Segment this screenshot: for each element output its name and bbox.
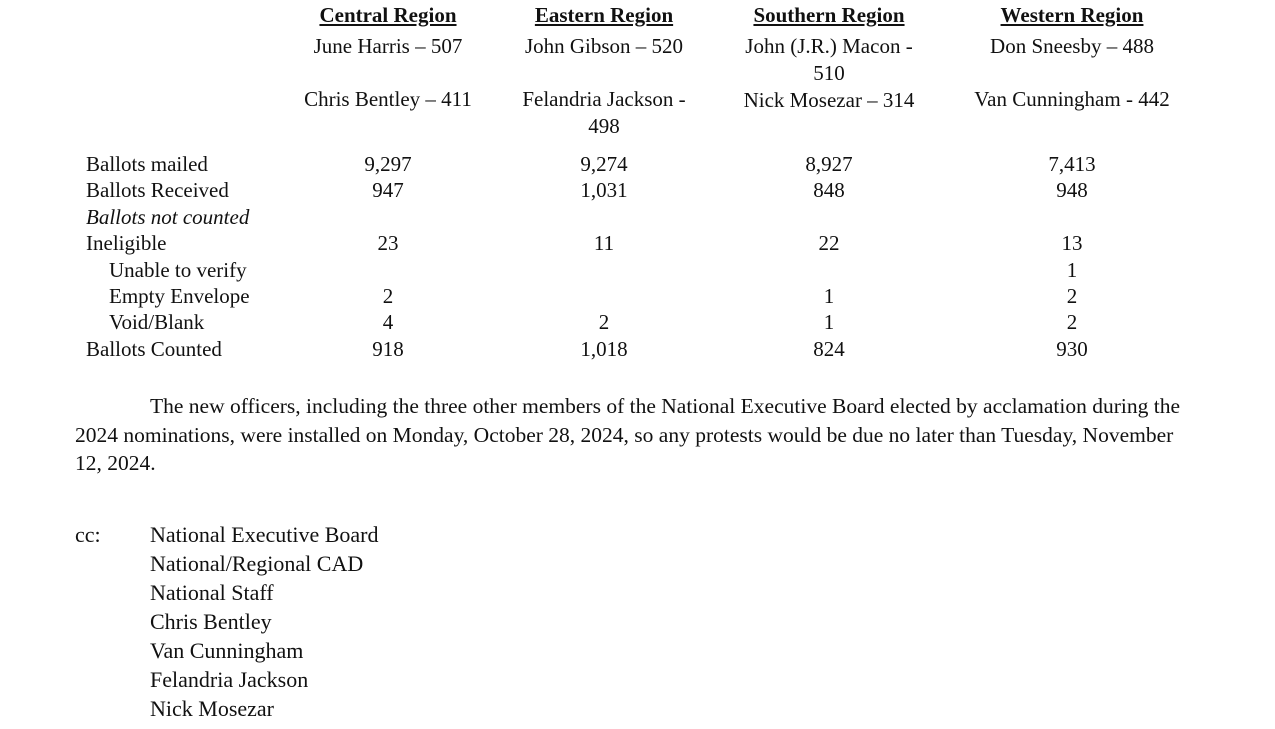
candidate-result: Van Cunningham - 442 [974, 87, 1170, 111]
cc-recipient: National Executive Board [150, 522, 379, 547]
stat-label: Empty Envelope [109, 283, 250, 308]
stat-row-empty-envelope: Empty Envelope 2 1 2 [0, 283, 1275, 309]
candidate-result-continued: 498 [588, 114, 620, 138]
stat-value-western: 948 [1056, 178, 1088, 203]
stat-row-ballots-not-counted: Ballots not counted [0, 204, 1275, 230]
stat-value-southern: 824 [813, 336, 845, 361]
region-title: Eastern Region [534, 3, 674, 27]
stat-value-western: 930 [1056, 336, 1088, 361]
region-column-central: Central Region June Harris – 507 Chris B… [288, 2, 488, 112]
region-column-eastern: Eastern Region John Gibson – 520 Felandr… [494, 2, 714, 139]
stat-value-central: 4 [382, 310, 394, 335]
region-title: Central Region [319, 3, 457, 27]
stat-value-eastern: 11 [593, 231, 615, 256]
stat-row-ballots-counted: Ballots Counted 918 1,018 824 930 [0, 336, 1275, 362]
stat-value-western: 2 [1066, 310, 1078, 335]
stat-value-eastern: 2 [598, 310, 610, 335]
stat-row-void-blank: Void/Blank 4 2 1 2 [0, 309, 1275, 335]
candidate-result: Don Sneesby – 488 [990, 34, 1154, 58]
stat-value-southern: 8,927 [805, 152, 853, 176]
stat-value-western: 13 [1061, 231, 1083, 256]
region-title: Southern Region [753, 3, 905, 27]
stat-row-ballots-received: Ballots Received 947 1,031 848 948 [0, 177, 1275, 203]
region-column-southern: Southern Region John (J.R.) Macon - 510 … [719, 2, 939, 113]
stat-value-southern: 1 [823, 283, 835, 308]
stat-value-eastern: 1,018 [580, 336, 628, 361]
stat-value-central: 9,297 [364, 152, 412, 176]
stat-value-central: 947 [372, 178, 404, 203]
stat-value-western: 1 [1066, 257, 1078, 282]
cc-label: cc: [75, 522, 101, 547]
stat-value-western: 7,413 [1048, 152, 1096, 176]
candidate-result-continued: 510 [813, 61, 845, 85]
candidate-result: Nick Mosezar – 314 [743, 88, 915, 112]
stat-section-label: Ballots not counted [86, 204, 250, 229]
cc-recipient: Nick Mosezar [150, 696, 275, 721]
candidate-result: Chris Bentley – 411 [304, 87, 472, 111]
stat-value-southern: 1 [823, 310, 835, 335]
stat-value-eastern: 9,274 [580, 152, 628, 176]
installation-paragraph: The new officers, including the three ot… [75, 394, 1181, 475]
stat-value-eastern: 1,031 [580, 178, 628, 203]
cc-recipient: National Staff [150, 580, 274, 605]
stat-row-ineligible: Ineligible 23 11 22 13 [0, 230, 1275, 256]
stat-value-central: 2 [382, 283, 394, 308]
stat-value-central: 23 [377, 231, 399, 256]
candidate-result: John (J.R.) Macon - [745, 34, 913, 58]
stat-value-southern: 22 [818, 231, 840, 256]
stat-label: Ballots mailed [86, 152, 208, 176]
stat-label: Ballots Received [86, 178, 229, 203]
cc-recipient: National/Regional CAD [150, 551, 364, 576]
stat-label: Void/Blank [109, 310, 205, 335]
ballot-stats-table: Ballots mailed 9,297 9,274 8,927 7,413 B… [0, 151, 1275, 362]
candidate-result: John Gibson – 520 [524, 34, 684, 58]
cc-recipient: Felandria Jackson [150, 667, 309, 692]
cc-recipient-list: National Executive Board National/Region… [150, 520, 378, 723]
cc-recipient: Van Cunningham [150, 638, 304, 663]
candidate-result: Felandria Jackson - [522, 87, 686, 111]
cc-recipient: Chris Bentley [150, 609, 272, 634]
stat-row-ballots-mailed: Ballots mailed 9,297 9,274 8,927 7,413 [0, 151, 1275, 177]
stat-value-southern: 848 [813, 178, 845, 203]
region-column-western: Western Region Don Sneesby – 488 Van Cun… [952, 2, 1192, 112]
stat-label: Ballots Counted [86, 336, 222, 361]
stat-row-unable-to-verify: Unable to verify 1 [0, 257, 1275, 283]
candidate-result: June Harris – 507 [313, 34, 463, 58]
stat-value-central: 918 [372, 336, 404, 361]
stat-label: Ineligible [86, 231, 167, 256]
region-title: Western Region [1000, 3, 1144, 27]
stat-label: Unable to verify [109, 257, 247, 282]
stat-value-western: 2 [1066, 283, 1078, 308]
